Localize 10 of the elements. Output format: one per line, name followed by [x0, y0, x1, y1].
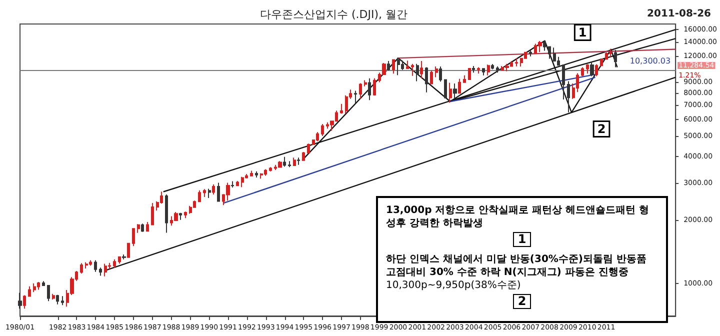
annotation: 1	[578, 25, 587, 40]
annotation: 13,000p 저항으로 안착실패로 패턴상 헤드앤숄드패턴 형성후 강력한 하락발생	[386, 204, 650, 230]
annotation: 하단 인덱스 채널에서 미달 반동(30%수준)되돌림 반동품 고점대비 30% 수준 하락 N(지그재그) 파동은 진행중	[386, 253, 648, 279]
annotation: 1	[512, 232, 532, 247]
chart-subtitle: 2011-08-26	[647, 8, 712, 20]
annotation: 10,300p~9,950p(38%수준)	[386, 279, 522, 292]
chart-title: 다우존스산업지수 (.DJI), 월간	[260, 8, 408, 21]
annotation: 2	[597, 122, 606, 136]
annotation: 2	[512, 294, 532, 309]
ref-line-label: 10,300.03	[630, 56, 671, 66]
